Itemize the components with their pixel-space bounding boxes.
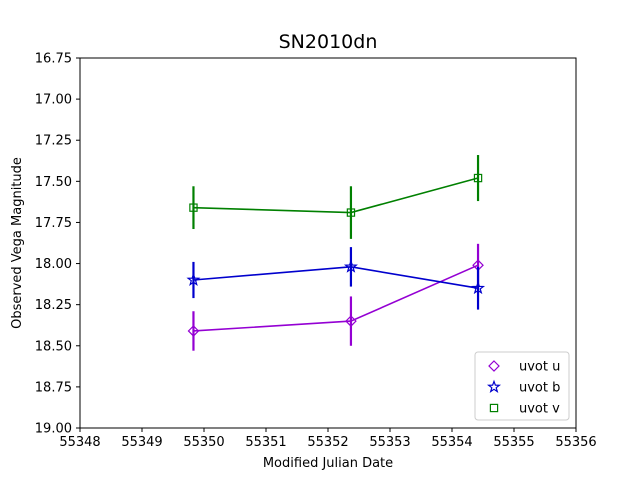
data-point [473,173,483,183]
chart-title: SN2010dn [279,31,378,53]
x-tick-label: 55356 [555,435,596,450]
legend-box [474,351,570,421]
x-tick-label: 55354 [431,435,472,450]
x-tick-label: 55355 [493,435,534,450]
y-tick-label: 18.25 [35,298,72,313]
y-tick-label: 17.50 [35,175,72,190]
axes-layer: 55348 55349 55350 55351 55352 55353 55354 55355… [35,52,597,451]
data-point [345,315,357,327]
y-tick-label: 17.25 [35,134,72,149]
data-point [187,325,200,337]
series-layer [186,155,486,351]
legend-label: uvot u [519,360,560,375]
y-tick-label: 18.75 [35,380,72,395]
y-tick-label: 17.75 [35,216,72,231]
y-tick-label: 19.00 [35,422,72,437]
legend-marker [488,360,500,372]
y-tick-label: 18.00 [35,257,72,272]
series-1 [186,247,486,310]
data-point [471,280,486,295]
x-tick-label: 55351 [245,435,286,450]
data-point [343,259,358,273]
y-tick-label: 18.50 [35,339,72,354]
x-tick-label: 55348 [59,435,100,450]
y-tick-label: 17.00 [35,93,72,108]
y-axis-label: Observed Vega Magnitude [10,157,25,329]
x-tick-label: 55352 [307,435,348,450]
legend: uvot u uvot b uvot v [474,351,570,421]
x-tick-label: 55349 [121,435,162,450]
x-axis-label: Modified Julian Date [263,456,393,471]
x-tick-label: 55350 [183,435,224,450]
x-tick-label: 55353 [369,435,410,450]
legend-marker [486,379,502,393]
y-tick-label: 16.75 [35,52,72,67]
legend-label: uvot b [519,381,560,396]
data-point [346,208,356,217]
legend-marker [489,403,499,413]
data-point [186,272,201,286]
series-2 [189,155,483,239]
data-point [189,203,198,212]
legend-label: uvot v [519,402,560,417]
